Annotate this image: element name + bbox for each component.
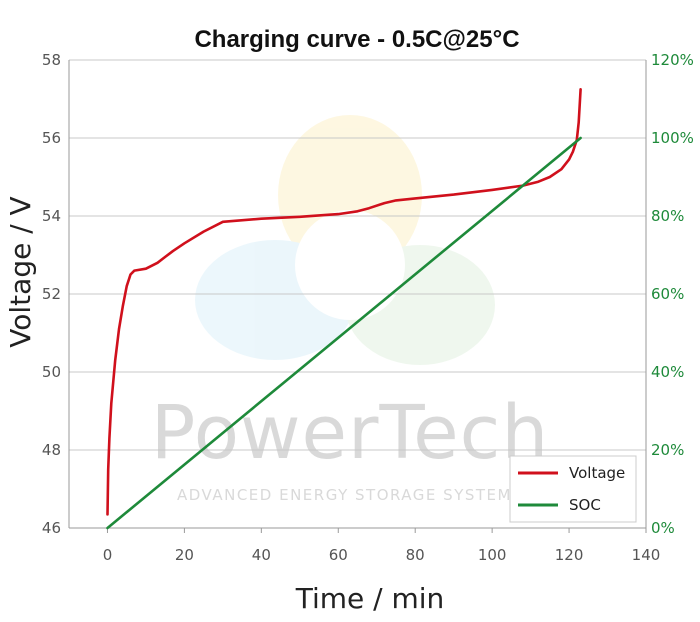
- x-tick-label: 40: [252, 546, 271, 564]
- legend-label-soc: SOC: [569, 496, 601, 514]
- x-axis-label: Time / min: [295, 582, 445, 615]
- y2-tick-label: 20%: [651, 441, 684, 459]
- y-tick-label: 50: [42, 363, 61, 381]
- y-tick-label: 58: [42, 51, 61, 69]
- watermark-tagline: ADVANCED ENERGY STORAGE SYSTEMS: [177, 486, 523, 504]
- legend-box: [509, 455, 637, 523]
- x-tick-labels: 0 20 40 60 80 100 120 140: [103, 528, 661, 564]
- y-tick-label: 48: [42, 441, 61, 459]
- y2-tick-label: 120%: [651, 51, 694, 69]
- y-tick-label: 46: [42, 519, 61, 537]
- y2-tick-label: 80%: [651, 207, 684, 225]
- chart-title: Charging curve - 0.5C@25°C: [194, 26, 519, 53]
- y-tick-label: 52: [42, 285, 61, 303]
- legend-label-voltage: Voltage: [569, 464, 625, 482]
- x-tick-label: 0: [103, 546, 113, 564]
- x-tick-label: 60: [329, 546, 348, 564]
- y2-tick-label: 40%: [651, 363, 684, 381]
- y2-tick-label: 100%: [651, 129, 694, 147]
- y-tick-label: 54: [42, 207, 61, 225]
- x-tick-label: 120: [555, 546, 584, 564]
- y-axis-label: Voltage / V: [4, 196, 37, 347]
- series-layer: [106, 88, 582, 530]
- y2-tick-labels: 0% 20% 40% 60% 80% 100% 120%: [651, 51, 694, 537]
- series-line-voltage: [106, 88, 582, 516]
- y-tick-label: 56: [42, 129, 61, 147]
- y2-tick-label: 60%: [651, 285, 684, 303]
- x-tick-label: 140: [632, 546, 661, 564]
- x-tick-label: 80: [406, 546, 425, 564]
- series-line-soc: [106, 136, 582, 530]
- watermark-brand: PowerTech: [151, 390, 549, 476]
- x-tick-label: 20: [175, 546, 194, 564]
- y-tick-labels: 46 48 50 52 54 56 58: [42, 51, 61, 537]
- legend: Voltage SOC: [509, 455, 637, 523]
- x-tick-label: 100: [478, 546, 507, 564]
- watermark-logo: [195, 115, 495, 365]
- y2-tick-label: 0%: [651, 519, 675, 537]
